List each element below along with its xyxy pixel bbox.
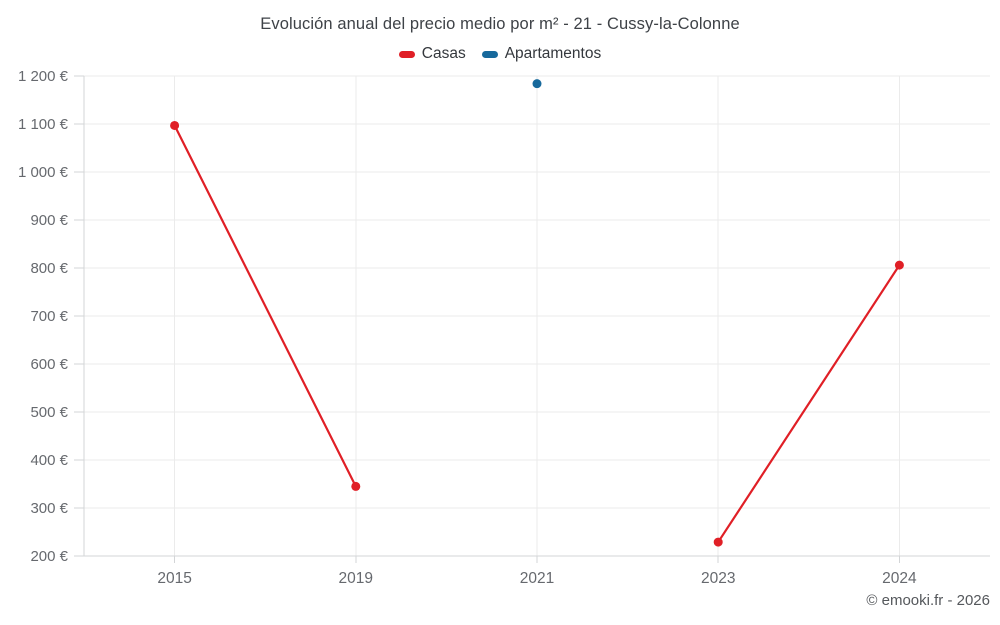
y-axis-label: 1 100 € xyxy=(18,116,69,133)
data-point-casas-2024[interactable] xyxy=(894,260,904,270)
y-axis-label: 900 € xyxy=(30,212,68,229)
y-axis-label: 200 € xyxy=(30,548,68,565)
y-axis-label: 700 € xyxy=(30,308,68,325)
legend-label-apartamentos: Apartamentos xyxy=(504,45,602,62)
x-axis-label: 2021 xyxy=(520,570,554,587)
data-point-casas-2015[interactable] xyxy=(170,120,180,130)
legend-item-apartamentos[interactable]: Apartamentos xyxy=(481,45,602,63)
chart-title: Evolución anual del precio medio por m² … xyxy=(260,15,740,33)
legend-swatch-apartamentos xyxy=(481,50,498,58)
data-point-casas-2023[interactable] xyxy=(713,537,723,547)
y-axis-label: 400 € xyxy=(30,452,68,469)
y-axis-label: 800 € xyxy=(30,260,68,277)
x-axis-label: 2023 xyxy=(701,570,735,587)
data-point-casas-2019[interactable] xyxy=(351,481,361,491)
x-axis-label: 2024 xyxy=(882,570,917,587)
attribution: © emooki.fr - 2026 xyxy=(866,592,990,609)
data-point-apartamentos-2021[interactable] xyxy=(532,79,542,89)
series-line-casas xyxy=(717,264,901,544)
series-line-casas xyxy=(173,124,357,488)
legend-label-casas: Casas xyxy=(421,45,466,62)
x-axis-label: 2019 xyxy=(339,570,373,587)
legend: Casas Apartamentos xyxy=(0,45,1000,63)
y-axis-label: 300 € xyxy=(30,500,68,517)
x-axis-label: 2015 xyxy=(157,570,191,587)
y-axis-label: 1 000 € xyxy=(18,164,69,181)
legend-swatch-casas xyxy=(398,50,415,58)
y-axis-label: 500 € xyxy=(30,404,68,421)
legend-item-casas[interactable]: Casas xyxy=(398,45,466,63)
y-axis-label: 600 € xyxy=(30,356,68,373)
y-axis-label: 1 200 € xyxy=(18,68,69,85)
